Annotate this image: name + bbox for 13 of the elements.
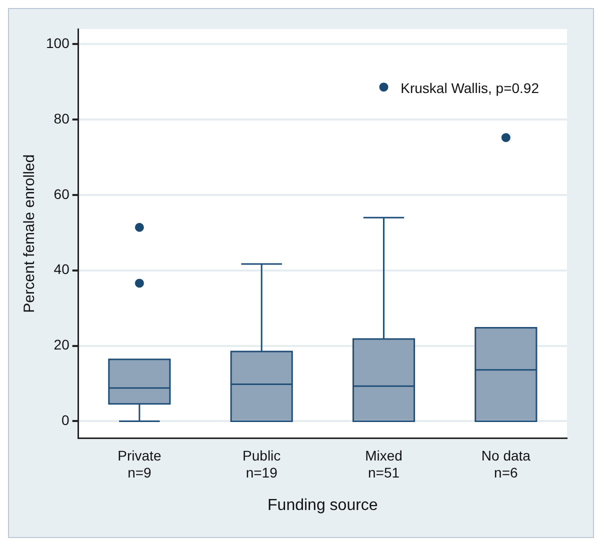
y-axis-title: Percent female enrolled bbox=[21, 154, 38, 313]
annotation: Kruskal Wallis, p=0.92 bbox=[400, 80, 540, 96]
x-tick-label: No data n=6 bbox=[481, 447, 531, 480]
y-tick-label: 40 bbox=[54, 261, 70, 278]
y-tick-label: 60 bbox=[54, 186, 70, 202]
y-tick-label: 80 bbox=[54, 110, 70, 126]
y-tick-label: 0 bbox=[62, 412, 70, 428]
x-tick-label: Public n=19 bbox=[242, 447, 281, 480]
x-axis-title: Funding source bbox=[268, 496, 378, 514]
x-tick-label: Private n=9 bbox=[118, 447, 162, 480]
y-tick-label: 100 bbox=[46, 34, 70, 51]
y-tick-label: 20 bbox=[54, 336, 70, 353]
x-tick-label: Mixed n=51 bbox=[365, 447, 402, 480]
